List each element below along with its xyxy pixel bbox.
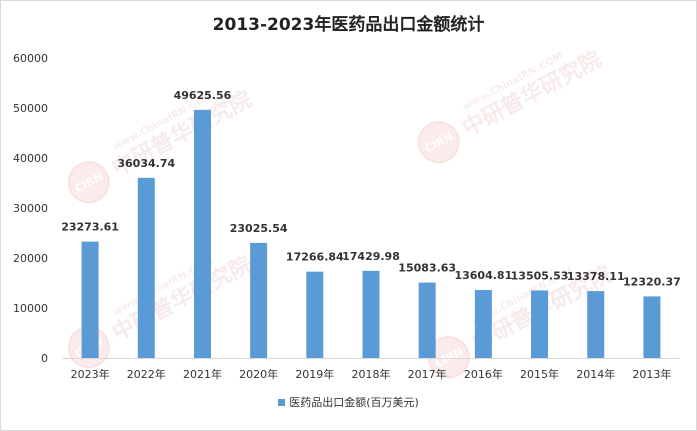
data-label: 17429.98 <box>342 250 400 263</box>
bar <box>587 291 605 358</box>
bar <box>81 241 99 358</box>
x-tick-label: 2015年 <box>520 367 559 381</box>
data-label: 12320.37 <box>623 275 681 288</box>
bar <box>643 296 661 358</box>
x-tick-label: 2023年 <box>71 367 110 381</box>
x-tick-label: 2021年 <box>183 367 222 381</box>
legend-swatch <box>278 398 286 406</box>
data-label: 23025.54 <box>230 222 288 235</box>
legend-label: 医药品出口金额(百万美元) <box>289 396 419 409</box>
bar <box>531 290 549 358</box>
y-tick-label: 10000 <box>13 302 48 315</box>
bar <box>362 270 380 358</box>
x-tick-label: 2017年 <box>408 367 447 381</box>
y-tick-label: 20000 <box>13 252 48 265</box>
y-tick-label: 0 <box>41 352 48 365</box>
data-label: 17266.84 <box>286 251 344 264</box>
x-tick-label: 2014年 <box>576 367 615 381</box>
y-tick-label: 50000 <box>13 102 48 115</box>
x-tick-label: 2013年 <box>632 367 671 381</box>
y-tick-label: 30000 <box>13 202 48 215</box>
legend: 医药品出口金额(百万美元) <box>0 394 697 410</box>
bar <box>474 289 492 358</box>
chart-title: 2013-2023年医药品出口金额统计 <box>212 15 485 35</box>
data-label: 13604.81 <box>454 269 512 282</box>
data-labels: 23273.61 36034.74 49625.56 23025.54 17266.84… <box>61 89 681 289</box>
bar <box>193 109 211 359</box>
bar <box>306 271 324 358</box>
y-axis-ticks: 0 10000 20000 30000 40000 50000 60000 <box>13 52 48 365</box>
data-label: 13378.11 <box>567 270 625 283</box>
x-tick-label: 2018年 <box>352 367 391 381</box>
data-label: 15083.63 <box>398 262 456 275</box>
bar-series <box>81 109 661 359</box>
y-tick-label: 40000 <box>13 152 48 165</box>
x-tick-label: 2016年 <box>464 367 503 381</box>
x-tick-label: 2022年 <box>127 367 166 381</box>
data-label: 13505.53 <box>511 269 569 282</box>
watermark-circle <box>67 161 110 204</box>
y-tick-label: 60000 <box>13 52 48 65</box>
bar <box>137 177 155 358</box>
x-axis-ticks: 2023年 2022年 2021年 2020年 2019年 2018年 2017年 2016年… <box>71 367 672 381</box>
watermark-circle <box>427 336 470 379</box>
watermark-circle <box>417 121 460 164</box>
x-tick-label: 2020年 <box>239 367 278 381</box>
data-label: 49625.56 <box>174 89 232 102</box>
x-tick-label: 2019年 <box>295 367 334 381</box>
data-label: 23273.61 <box>61 221 119 234</box>
data-label: 36034.74 <box>117 157 175 170</box>
bar <box>418 282 436 358</box>
bar <box>250 242 268 358</box>
